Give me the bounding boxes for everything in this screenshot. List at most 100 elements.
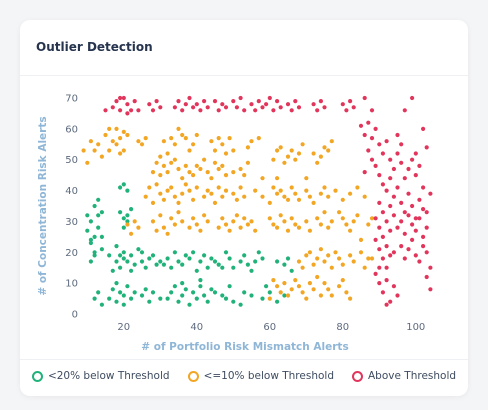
data-point[interactable] — [348, 253, 353, 258]
data-point[interactable] — [129, 268, 134, 273]
data-point[interactable] — [161, 139, 166, 144]
data-point[interactable] — [176, 126, 181, 131]
data-point[interactable] — [377, 142, 382, 147]
data-point[interactable] — [377, 247, 382, 252]
data-point[interactable] — [147, 256, 152, 261]
data-point[interactable] — [234, 213, 239, 218]
data-point[interactable] — [132, 290, 137, 295]
data-point[interactable] — [165, 296, 170, 301]
data-point[interactable] — [413, 173, 418, 178]
data-point[interactable] — [165, 188, 170, 193]
data-point[interactable] — [413, 216, 418, 221]
data-point[interactable] — [99, 234, 104, 239]
data-point[interactable] — [220, 265, 225, 270]
data-point[interactable] — [358, 237, 364, 242]
data-point[interactable] — [380, 290, 385, 295]
data-point[interactable] — [296, 284, 302, 289]
data-point[interactable] — [212, 99, 218, 104]
data-point[interactable] — [289, 108, 294, 113]
data-point[interactable] — [300, 290, 305, 295]
data-point[interactable] — [410, 157, 415, 162]
data-point[interactable] — [150, 200, 156, 205]
data-point[interactable] — [395, 293, 400, 298]
data-point[interactable] — [125, 132, 130, 138]
data-point[interactable] — [304, 219, 309, 224]
data-point[interactable] — [154, 262, 159, 267]
data-point[interactable] — [180, 293, 185, 298]
data-point[interactable] — [369, 136, 375, 141]
data-point[interactable] — [424, 225, 429, 230]
data-point[interactable] — [176, 166, 181, 172]
data-point[interactable] — [212, 160, 218, 165]
legend-item-above[interactable]: Above Threshold — [352, 370, 456, 382]
data-point[interactable] — [129, 296, 134, 301]
data-point[interactable] — [377, 265, 382, 270]
data-point[interactable] — [180, 281, 185, 286]
data-point[interactable] — [129, 207, 134, 212]
data-point[interactable] — [242, 253, 247, 258]
data-point[interactable] — [121, 182, 126, 187]
data-point[interactable] — [99, 210, 104, 215]
data-point[interactable] — [399, 160, 404, 165]
data-point[interactable] — [278, 105, 283, 110]
data-point[interactable] — [227, 228, 232, 233]
data-point[interactable] — [118, 265, 123, 270]
data-point[interactable] — [406, 247, 411, 252]
data-point[interactable] — [245, 222, 250, 227]
data-point[interactable] — [125, 188, 130, 193]
data-point[interactable] — [267, 296, 272, 301]
data-point[interactable] — [187, 95, 192, 101]
data-point[interactable] — [369, 216, 375, 221]
data-point[interactable] — [355, 213, 360, 218]
data-point[interactable] — [307, 250, 312, 255]
data-point[interactable] — [198, 228, 203, 233]
data-point[interactable] — [322, 259, 327, 264]
data-point[interactable] — [220, 293, 225, 298]
data-point[interactable] — [293, 157, 298, 162]
data-point[interactable] — [96, 142, 101, 147]
data-point[interactable] — [209, 287, 214, 292]
data-point[interactable] — [304, 188, 309, 193]
data-point[interactable] — [114, 259, 119, 264]
data-point[interactable] — [187, 148, 192, 153]
data-point[interactable] — [318, 293, 323, 298]
data-point[interactable] — [253, 228, 258, 233]
data-point[interactable] — [85, 213, 90, 218]
data-point[interactable] — [103, 108, 108, 113]
data-point[interactable] — [202, 293, 207, 298]
data-point[interactable] — [143, 194, 148, 199]
data-point[interactable] — [362, 265, 367, 270]
data-point[interactable] — [198, 166, 203, 172]
data-point[interactable] — [366, 222, 371, 227]
data-point[interactable] — [118, 136, 123, 141]
data-point[interactable] — [322, 145, 327, 150]
data-point[interactable] — [176, 99, 181, 104]
data-point[interactable] — [424, 210, 429, 215]
data-point[interactable] — [88, 219, 93, 224]
data-point[interactable] — [169, 160, 174, 165]
data-point[interactable] — [315, 108, 320, 113]
data-point[interactable] — [220, 163, 225, 168]
data-point[interactable] — [103, 132, 108, 138]
data-point[interactable] — [402, 231, 407, 236]
data-point[interactable] — [216, 262, 221, 267]
data-point[interactable] — [410, 237, 415, 242]
data-point[interactable] — [114, 299, 119, 304]
data-point[interactable] — [384, 265, 389, 270]
data-point[interactable] — [136, 225, 141, 230]
data-point[interactable] — [282, 281, 287, 286]
data-point[interactable] — [205, 105, 210, 110]
data-point[interactable] — [406, 213, 411, 218]
data-point[interactable] — [245, 145, 250, 150]
data-point[interactable] — [231, 299, 236, 304]
data-point[interactable] — [238, 95, 243, 101]
data-point[interactable] — [205, 170, 210, 175]
data-point[interactable] — [129, 253, 134, 258]
data-point[interactable] — [388, 253, 393, 258]
data-point[interactable] — [125, 219, 130, 224]
data-point[interactable] — [150, 253, 156, 258]
data-point[interactable] — [267, 216, 272, 221]
data-point[interactable] — [183, 253, 188, 258]
data-point[interactable] — [191, 173, 196, 178]
data-point[interactable] — [388, 157, 393, 162]
